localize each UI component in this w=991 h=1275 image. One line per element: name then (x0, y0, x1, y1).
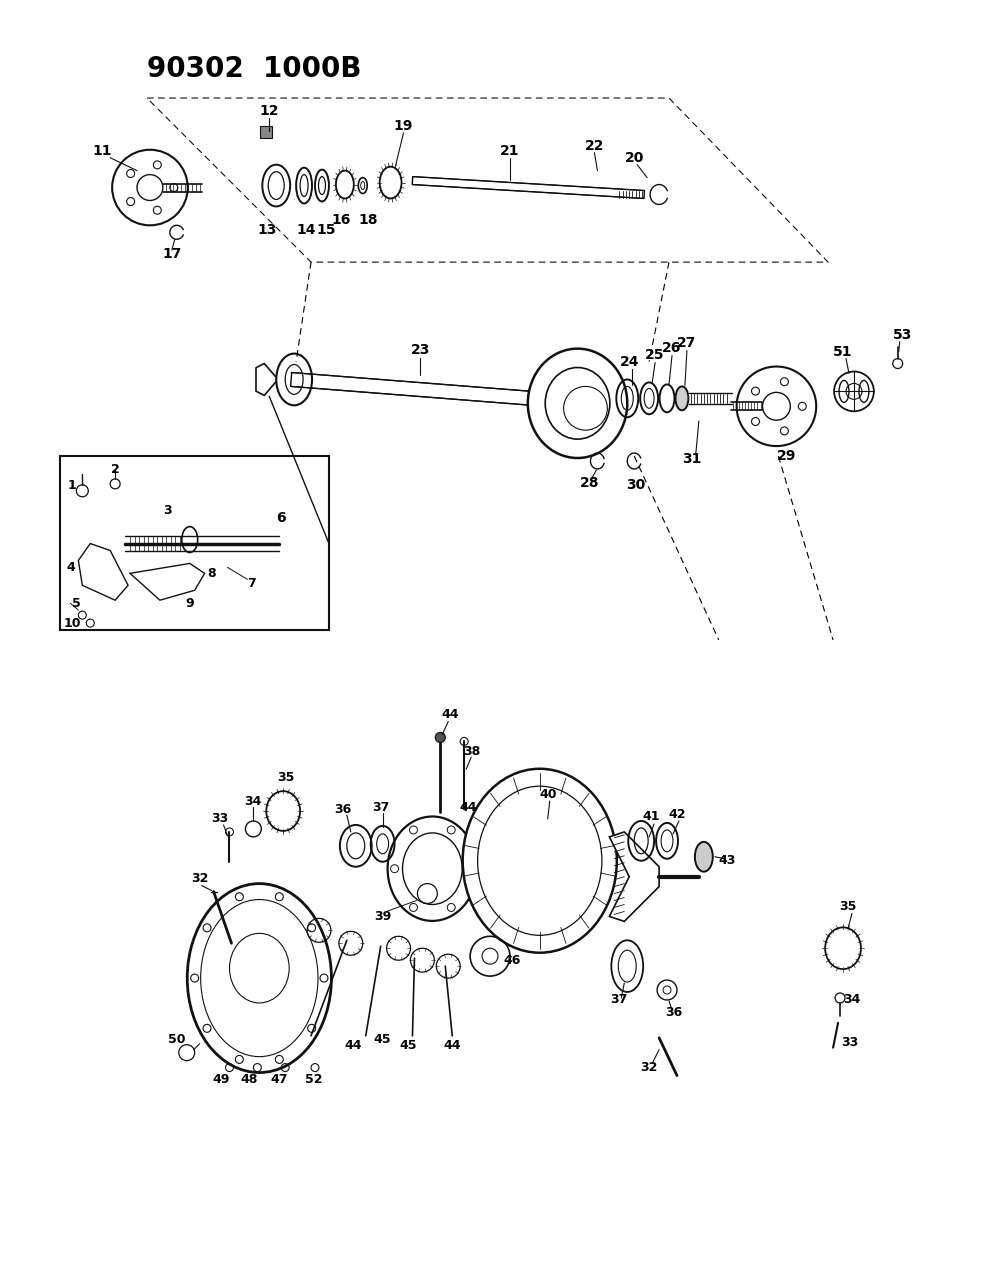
Text: 15: 15 (316, 223, 336, 237)
Ellipse shape (545, 367, 609, 439)
Text: 30: 30 (626, 478, 646, 492)
Text: 16: 16 (331, 213, 351, 227)
Text: 13: 13 (258, 223, 276, 237)
Text: 6: 6 (276, 511, 286, 525)
Text: 33: 33 (211, 812, 228, 825)
Text: 28: 28 (580, 476, 600, 490)
Text: 39: 39 (374, 910, 391, 923)
Text: 19: 19 (393, 119, 413, 133)
Text: 43: 43 (718, 854, 735, 867)
Text: 9: 9 (185, 597, 194, 609)
Text: 8: 8 (207, 567, 216, 580)
Text: 23: 23 (410, 343, 430, 357)
Text: 47: 47 (271, 1074, 288, 1086)
Text: 35: 35 (277, 770, 295, 784)
Text: 35: 35 (839, 900, 856, 913)
Text: 27: 27 (677, 335, 697, 349)
Ellipse shape (463, 769, 616, 952)
Text: 32: 32 (191, 872, 208, 885)
Text: 26: 26 (662, 340, 682, 354)
Text: 34: 34 (843, 993, 860, 1006)
Text: 4: 4 (66, 561, 74, 574)
Circle shape (435, 732, 445, 742)
Text: 12: 12 (260, 105, 279, 119)
Text: 53: 53 (893, 328, 913, 342)
Text: 34: 34 (245, 794, 262, 807)
Text: 37: 37 (372, 801, 389, 813)
Text: 3: 3 (164, 504, 172, 518)
Text: 18: 18 (358, 213, 378, 227)
Bar (261, 126, 273, 138)
Text: 40: 40 (539, 788, 557, 801)
Text: 29: 29 (777, 449, 796, 463)
Text: 5: 5 (72, 597, 80, 609)
Text: 44: 44 (442, 708, 459, 722)
Text: 14: 14 (296, 223, 316, 237)
Text: 21: 21 (500, 144, 519, 158)
Text: 45: 45 (374, 1033, 391, 1047)
Text: 10: 10 (63, 617, 81, 630)
Text: 44: 44 (344, 1039, 362, 1052)
Text: 46: 46 (503, 954, 520, 966)
Text: 32: 32 (640, 1061, 658, 1074)
Text: 33: 33 (841, 1037, 858, 1049)
Ellipse shape (676, 386, 689, 411)
Text: 24: 24 (619, 354, 639, 368)
Text: 45: 45 (399, 1039, 417, 1052)
Polygon shape (412, 177, 644, 199)
Text: 22: 22 (585, 139, 605, 153)
Text: 42: 42 (668, 807, 686, 821)
Ellipse shape (695, 842, 713, 872)
Polygon shape (78, 543, 128, 601)
Ellipse shape (387, 816, 477, 921)
Bar (60, 456, 329, 630)
Text: 1: 1 (68, 479, 76, 492)
Text: 36: 36 (665, 1006, 683, 1020)
Text: 31: 31 (682, 453, 702, 465)
Polygon shape (290, 372, 545, 407)
Text: 44: 44 (460, 801, 477, 813)
Text: 50: 50 (168, 1033, 185, 1047)
Text: 90302  1000B: 90302 1000B (147, 55, 362, 83)
Text: 7: 7 (247, 576, 256, 590)
Text: 41: 41 (642, 811, 660, 824)
Polygon shape (609, 831, 659, 922)
Text: 11: 11 (92, 144, 112, 158)
Text: 36: 36 (334, 802, 352, 816)
Text: 51: 51 (833, 344, 853, 358)
Text: 37: 37 (610, 993, 628, 1006)
Ellipse shape (187, 884, 331, 1072)
Ellipse shape (528, 348, 627, 458)
Text: 17: 17 (163, 247, 181, 261)
Text: 38: 38 (464, 745, 481, 757)
Text: 2: 2 (111, 463, 120, 477)
Text: 49: 49 (213, 1074, 230, 1086)
Text: 52: 52 (305, 1074, 323, 1086)
Text: 44: 44 (444, 1039, 461, 1052)
Text: 48: 48 (241, 1074, 258, 1086)
Text: 25: 25 (645, 348, 665, 362)
Text: 20: 20 (624, 150, 644, 164)
